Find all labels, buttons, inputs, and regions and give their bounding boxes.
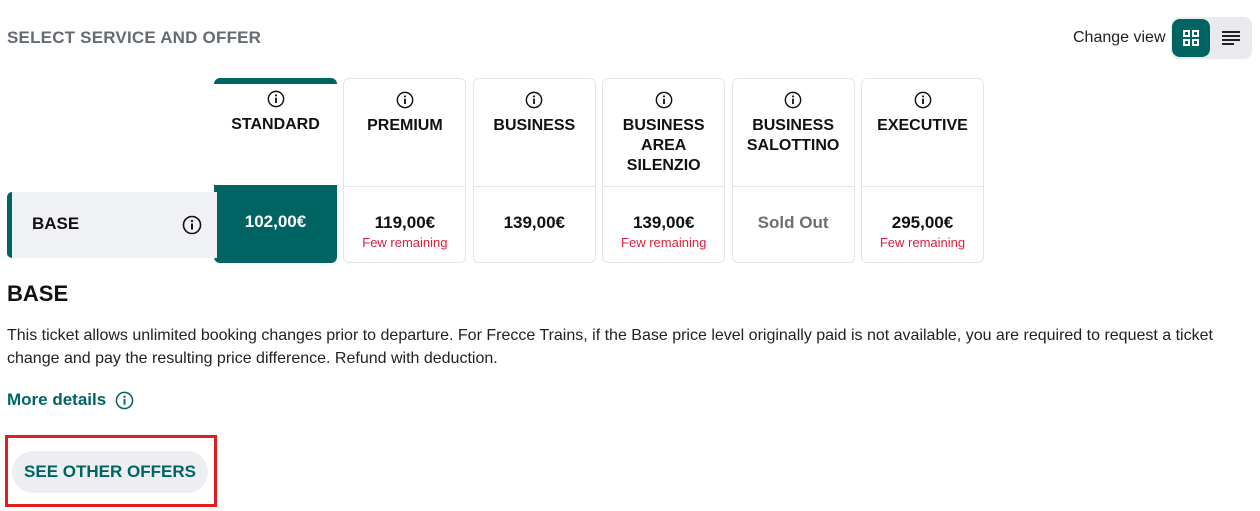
service-name: BUSINESS AREA SILENZIO — [622, 117, 705, 174]
grid-icon — [1183, 30, 1199, 46]
offer-description: This ticket allows unlimited booking cha… — [7, 327, 1213, 367]
more-details-link[interactable]: More details — [7, 390, 134, 410]
price-cell[interactable]: 295,00€ Few remaining — [862, 186, 983, 262]
price: Sold Out — [757, 213, 829, 232]
info-icon[interactable] — [914, 91, 932, 109]
page-title: SELECT SERVICE AND OFFER — [7, 28, 262, 47]
service-name: BUSINESS — [493, 117, 576, 134]
list-icon — [1222, 31, 1240, 45]
price-cell[interactable]: 139,00€ — [473, 186, 595, 262]
highlight-box — [5, 435, 217, 507]
price-cell[interactable]: 139,00€ Few remaining — [603, 186, 725, 262]
price: 119,00€ — [374, 213, 436, 232]
service-column[interactable]: BUSINESS 139,00€ — [472, 78, 596, 263]
service-column[interactable]: PREMIUM 119,00€ Few remaining — [343, 78, 467, 263]
price-cell: Sold Out — [732, 186, 854, 262]
service-name: BUSINESS SALOTTINO — [746, 117, 840, 154]
service-header: BUSINESS SALOTTINO — [733, 79, 854, 186]
view-toggle — [1171, 17, 1252, 59]
availability-note: Few remaining — [362, 235, 448, 250]
more-details-label: More details — [7, 390, 107, 409]
offer-label: BASE — [32, 214, 80, 233]
service-name: EXECUTIVE — [877, 117, 968, 134]
service-header: EXECUTIVE — [862, 79, 983, 186]
availability-note: Few remaining — [621, 235, 707, 250]
service-column[interactable]: BUSINESS SALOTTINO Sold Out — [731, 78, 855, 263]
price: 139,00€ — [632, 213, 695, 232]
info-icon[interactable] — [267, 90, 285, 108]
grid-view-button[interactable] — [1172, 19, 1210, 57]
service-header: PREMIUM — [344, 79, 465, 186]
offer-row-base[interactable]: BASE — [7, 192, 217, 258]
info-icon[interactable] — [525, 91, 543, 109]
service-name: STANDARD — [231, 116, 320, 133]
service-column[interactable]: STANDARD 102,00€ — [214, 78, 337, 263]
info-icon[interactable] — [655, 91, 673, 109]
price-cell[interactable]: 102,00€ — [214, 185, 337, 263]
service-header: BUSINESS AREA SILENZIO — [603, 79, 724, 186]
price: 139,00€ — [503, 213, 566, 232]
info-icon[interactable] — [182, 215, 202, 235]
price-cell[interactable]: 119,00€ Few remaining — [344, 186, 466, 262]
offer-title: BASE — [7, 281, 69, 306]
service-header: STANDARD — [214, 84, 337, 191]
service-name: PREMIUM — [367, 117, 443, 134]
info-icon — [115, 391, 134, 409]
service-column[interactable]: BUSINESS AREA SILENZIO 139,00€ Few remaini… — [602, 78, 726, 263]
change-view-label: Change view — [1073, 29, 1166, 46]
service-column[interactable]: EXECUTIVE 295,00€ Few remaining — [861, 78, 984, 263]
availability-note: Few remaining — [879, 235, 966, 250]
list-view-button[interactable] — [1212, 19, 1250, 57]
price: 102,00€ — [244, 212, 307, 231]
see-other-offers-button[interactable]: SEE OTHER OFFERS — [12, 451, 208, 493]
service-header: BUSINESS — [474, 79, 595, 186]
info-icon[interactable] — [784, 91, 802, 109]
price: 295,00€ — [891, 213, 954, 232]
info-icon[interactable] — [396, 91, 414, 109]
